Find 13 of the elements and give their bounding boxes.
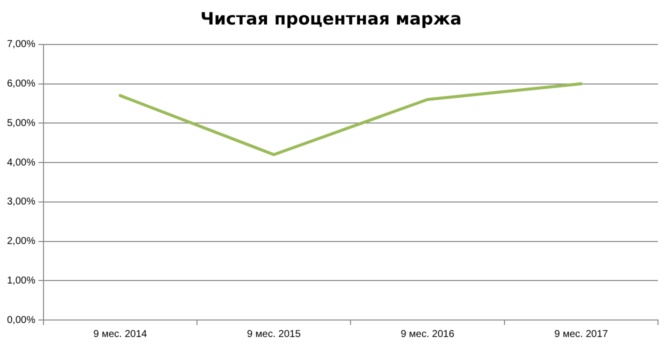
chart-title: Чистая процентная маржа (200, 10, 462, 30)
y-tick-label: 6,00% (6, 78, 36, 90)
x-tick-label: 9 мес. 2014 (93, 328, 148, 340)
y-tick-label: 5,00% (6, 118, 36, 129)
x-tick-label: 9 мес. 2015 (247, 328, 302, 340)
y-tick-label: 3,00% (6, 196, 36, 208)
y-tick-label: 1,00% (6, 275, 36, 286)
x-tick-label: 9 мес. 2016 (400, 328, 455, 340)
y-tick-label: 4,00% (6, 157, 36, 168)
x-tick-label: 9 мес. 2017 (554, 328, 608, 340)
y-tick-label: 7,00% (6, 39, 36, 50)
y-tick-label: 2,00% (6, 236, 36, 248)
y-tick-label: 0,00% (6, 314, 36, 326)
